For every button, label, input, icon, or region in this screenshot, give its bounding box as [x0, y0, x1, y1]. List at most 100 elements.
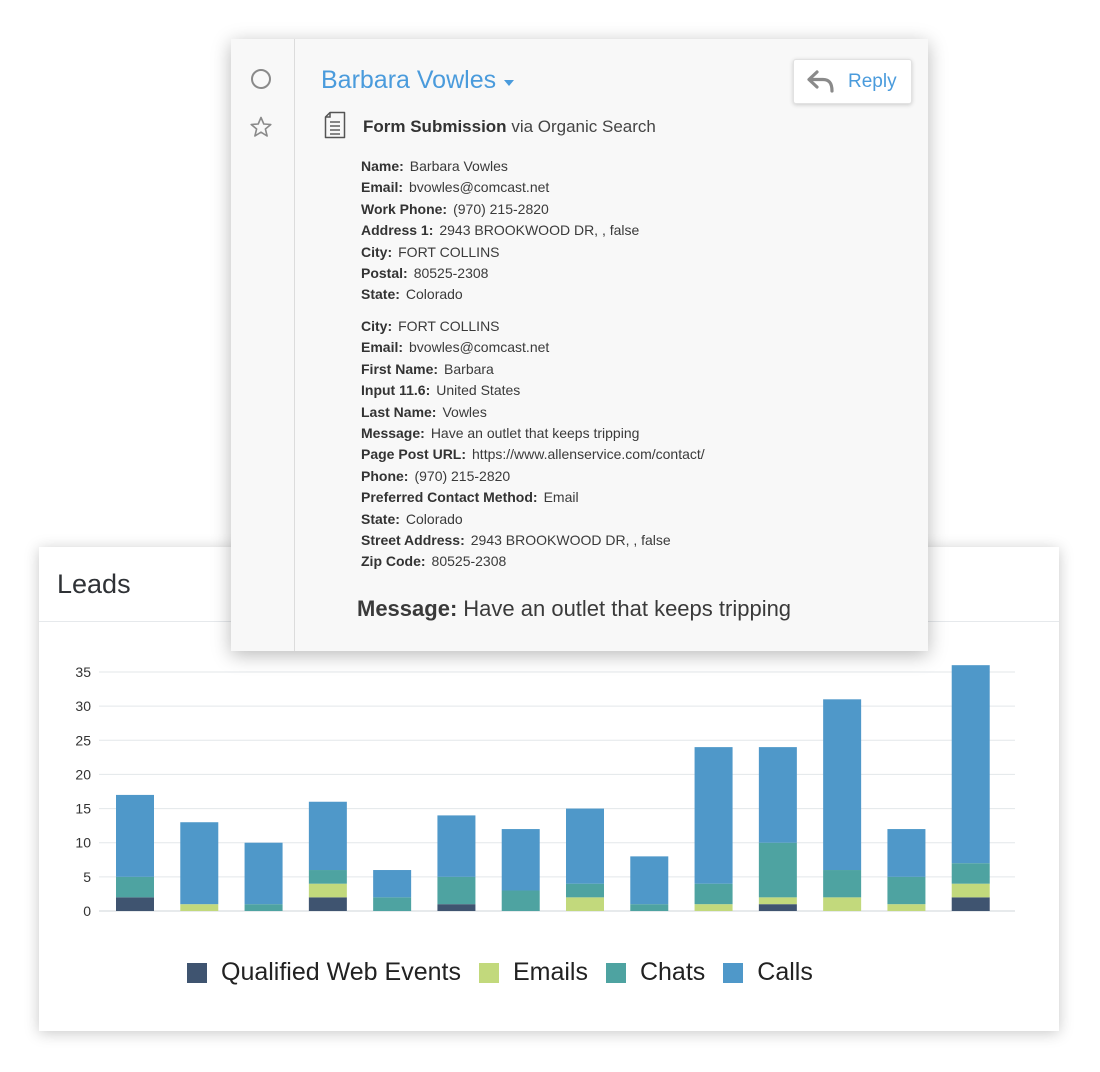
field-label: Work Phone:: [361, 200, 448, 217]
bar-segment: [630, 856, 669, 905]
field-value: Colorado: [405, 286, 463, 303]
field-value: Barbara: [444, 360, 494, 377]
bar-segment: [951, 883, 990, 898]
legend-swatch: [478, 962, 499, 983]
legend-label: Calls: [757, 958, 813, 986]
bar-segment: [566, 883, 604, 898]
reply-label: Reply: [848, 70, 897, 92]
legend-swatch: [605, 962, 626, 983]
y-tick-label: 35: [75, 664, 91, 680]
bar-segment: [951, 897, 990, 911]
field-value: bvowles@comcast.net: [409, 339, 550, 356]
field-label: Postal:: [361, 264, 408, 281]
field-label: Preferred Contact Method:: [361, 489, 538, 506]
bar-segment: [823, 870, 862, 898]
field-value: (970) 215-2820: [453, 200, 549, 217]
form-field-row: State: Colorado: [361, 284, 639, 305]
email-card: Barbara Vowles Reply Form Submission via…: [231, 39, 928, 651]
field-value: 2943 BROOKWOOD DR, , false: [439, 222, 640, 239]
legend-swatch: [723, 962, 744, 983]
form-field-row: Page Post URL: https://www.allenservice.c…: [361, 444, 705, 465]
y-tick-label: 0: [83, 903, 91, 919]
y-tick-label: 5: [83, 869, 91, 885]
bar-segment: [116, 876, 154, 898]
sender-name-dropdown[interactable]: Barbara Vowles: [321, 66, 515, 95]
field-label: Page Post URL:: [361, 446, 467, 463]
form-field-row: Last Name: Vowles: [361, 402, 705, 423]
field-label: First Name:: [361, 360, 439, 377]
leads-title: Leads: [57, 569, 131, 599]
message-text: Have an outlet that keeps tripping: [463, 596, 792, 621]
submission-header: Form Submission via Organic Search: [363, 117, 656, 137]
form-fields-group-1: Name: Barbara Vowles Email: bvowles@comcast…: [361, 156, 639, 306]
bar-segment: [437, 904, 476, 911]
legend-item[interactable]: Calls: [723, 958, 813, 987]
field-label: City:: [361, 318, 393, 334]
bar-segment: [694, 747, 733, 884]
form-field-row: Postal: 80525-2308: [361, 263, 639, 284]
form-field-row: Email: bvowles@comcast.net: [361, 177, 639, 198]
bar-segment: [566, 808, 604, 884]
form-field-row: Message: Have an outlet that keeps trippi…: [361, 423, 705, 444]
form-field-row: Preferred Contact Method: Email: [361, 487, 705, 508]
field-label: Message:: [361, 424, 425, 441]
field-label: State:: [361, 286, 400, 303]
y-tick-label: 30: [75, 698, 91, 714]
legend-label: Qualified Web Events: [221, 958, 461, 986]
field-label: Name:: [361, 158, 404, 174]
form-field-row: City: FORT COLLINS: [361, 316, 705, 337]
bar-segment: [180, 904, 219, 911]
form-field-row: Work Phone: (970) 215-2820: [361, 199, 639, 220]
bar-segment: [630, 904, 669, 911]
bar-segment: [887, 829, 926, 877]
y-tick-label: 10: [75, 835, 91, 851]
bar-segment: [758, 904, 797, 911]
chart-legend: Qualified Web Events Emails Chats Calls: [187, 958, 831, 987]
field-label: Street Address:: [361, 531, 465, 548]
legend-swatch: [187, 962, 207, 983]
message-summary: Message: Have an outlet that keeps trippi…: [357, 596, 791, 622]
field-value: https://www.allenservice.com/contact/: [472, 446, 705, 463]
field-label: Phone:: [361, 467, 409, 484]
bar-segment: [694, 883, 733, 905]
bar-segment: [244, 842, 283, 905]
field-label: Zip Code:: [361, 553, 426, 570]
field-value: Barbara Vowles: [409, 158, 508, 174]
bar-segment: [116, 794, 154, 877]
star-icon[interactable]: [249, 115, 273, 139]
legend-item[interactable]: Chats: [605, 958, 705, 987]
bar-segment: [823, 699, 862, 871]
bar-segment: [694, 904, 733, 911]
field-value: Have an outlet that keeps tripping: [430, 424, 640, 441]
form-field-row: Address 1: 2943 BROOKWOOD DR, , false: [361, 220, 639, 241]
legend-item[interactable]: Emails: [478, 958, 588, 987]
bar-segment: [951, 863, 990, 884]
bar-segment: [887, 904, 926, 911]
field-value: 80525-2308: [431, 553, 507, 570]
bar-segment: [887, 876, 926, 905]
bar-segment: [308, 883, 347, 898]
bar-segment: [501, 829, 540, 891]
bar-segment: [373, 870, 412, 898]
bar-segment: [308, 897, 347, 911]
bar-segment: [437, 876, 476, 905]
field-value: FORT COLLINS: [398, 318, 500, 334]
bar-segment: [823, 897, 862, 911]
document-icon: [324, 111, 346, 139]
bar-segment: [758, 842, 797, 898]
circle-icon[interactable]: [251, 69, 271, 89]
y-tick-label: 20: [75, 766, 91, 782]
legend-item[interactable]: Qualified Web Events: [187, 958, 461, 987]
field-value: 80525-2308: [413, 264, 489, 281]
reply-button[interactable]: Reply: [793, 59, 912, 104]
field-label: Input 11.6:: [361, 382, 431, 399]
y-tick-label: 15: [75, 801, 91, 817]
form-field-row: First Name: Barbara: [361, 359, 705, 380]
caret-down-icon: [504, 79, 515, 86]
submission-source: via Organic Search: [511, 117, 656, 136]
bar-segment: [373, 897, 412, 911]
field-label: City:: [361, 243, 393, 260]
bar-segment: [566, 897, 604, 911]
bar-segment: [308, 870, 347, 884]
field-value: FORT COLLINS: [398, 243, 500, 260]
